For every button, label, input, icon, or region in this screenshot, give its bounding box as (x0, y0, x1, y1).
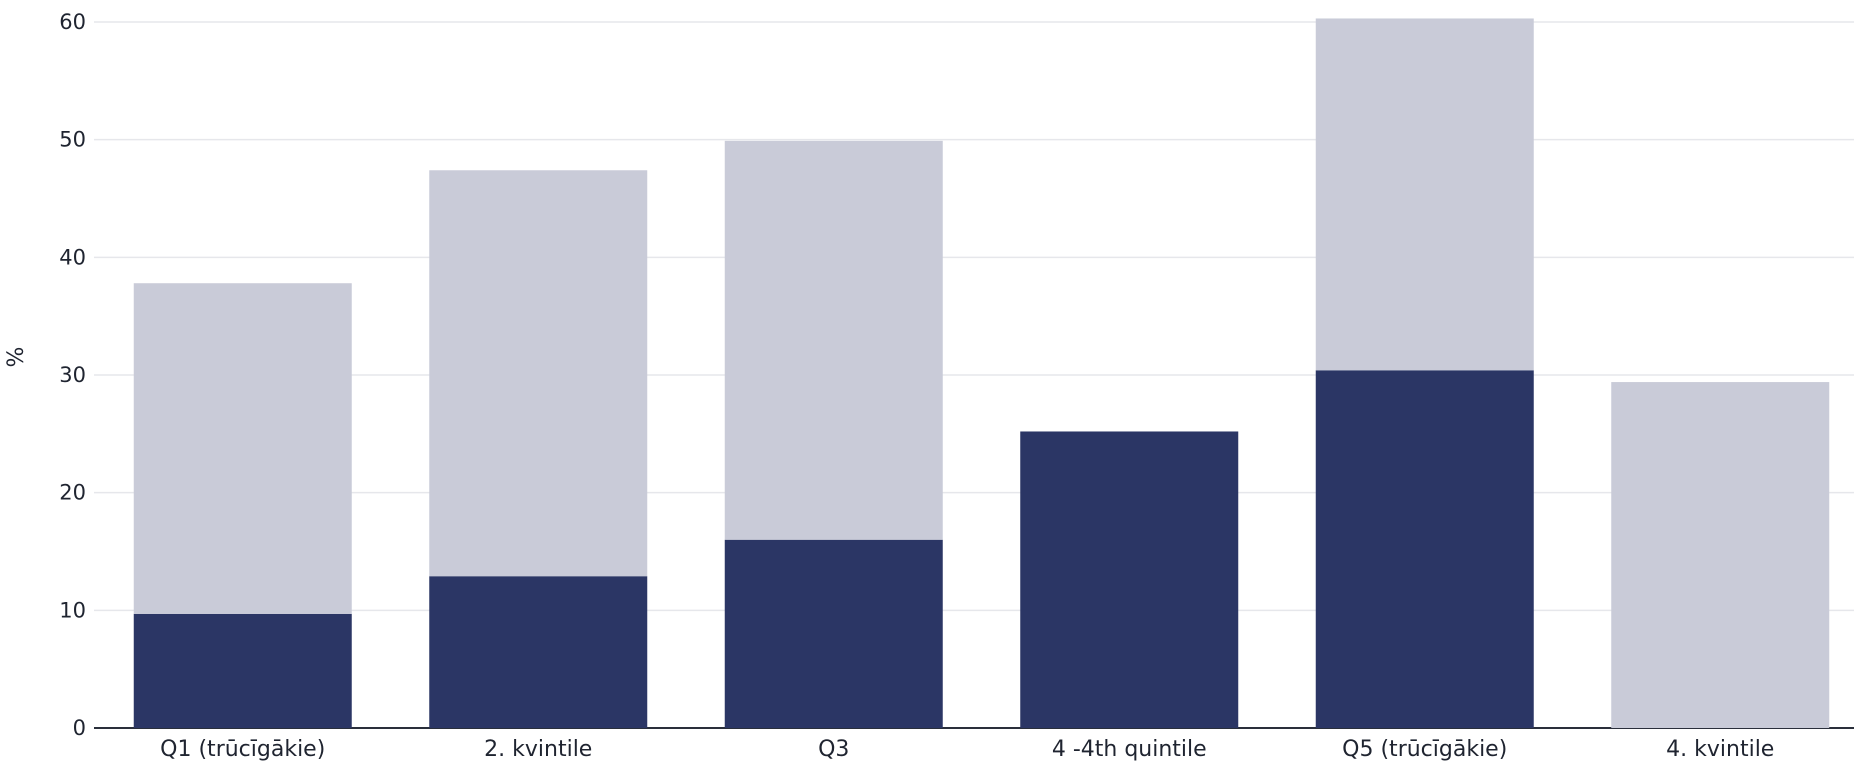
y-tick-label: 40 (59, 245, 86, 269)
y-tick-label: 20 (59, 481, 86, 505)
y-tick-label: 50 (59, 128, 86, 152)
y-tick-label: 60 (59, 10, 86, 34)
bar-segment-series-1 (429, 576, 648, 728)
x-category-label: Q3 (818, 737, 849, 762)
grid-layer (94, 21, 1854, 729)
bar-segment-series-1 (1020, 431, 1239, 728)
x-category-label: 4 -4th quintile (1052, 737, 1207, 762)
x-category-label: 2. kvintile (484, 737, 592, 762)
bar-segment-series-2 (1315, 18, 1534, 371)
y-tick-label: 10 (59, 598, 86, 622)
bar-segment-series-2 (133, 283, 352, 614)
bar-layer (133, 18, 1830, 728)
bar-segment-series-2 (429, 170, 648, 577)
bar-segment-series-2 (1611, 382, 1830, 728)
axis-layer: 0 10 20 30 40 50 60 Q1 (trūcīgākie) 2. kvintile Q… (59, 10, 1774, 762)
bar-segment-series-2 (724, 140, 943, 540)
x-category-label: Q1 (trūcīgākie) (160, 737, 325, 762)
bar-segment-series-1 (133, 613, 352, 728)
x-category-label: Q5 (trūcīgākie) (1342, 737, 1507, 762)
y-axis-title: % (4, 347, 29, 368)
y-tick-label: 30 (59, 363, 86, 387)
bar-segment-series-1 (1315, 370, 1534, 728)
y-tick-label: 0 (73, 716, 86, 740)
bar-segment-series-1 (724, 539, 943, 728)
x-category-label: 4. kvintile (1666, 737, 1774, 762)
